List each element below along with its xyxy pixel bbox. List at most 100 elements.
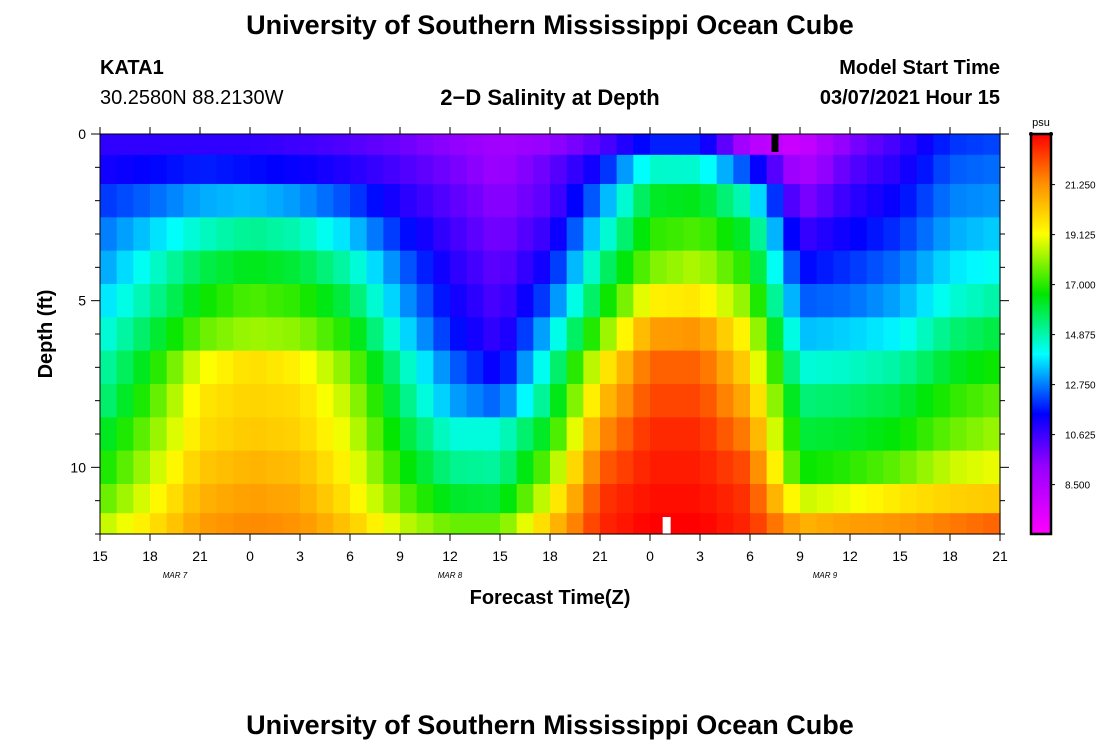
y-axis-label: Depth (ft) — [35, 290, 57, 379]
heatmap-cell — [166, 184, 184, 218]
heatmap-cell — [283, 350, 301, 385]
x-tick-label: 12 — [442, 548, 458, 564]
heatmap-cell — [583, 217, 601, 252]
heatmap-cell — [116, 250, 134, 285]
heatmap-cell — [166, 134, 184, 156]
heatmap-cell — [350, 134, 368, 156]
heatmap-cell — [400, 250, 418, 285]
heatmap-cell — [916, 450, 934, 485]
heatmap-cell — [633, 184, 651, 218]
heatmap-cell — [533, 134, 551, 156]
heatmap-cell — [166, 513, 184, 535]
heatmap-cell — [533, 417, 551, 452]
heatmap-cell — [900, 484, 918, 514]
heatmap-cell — [866, 154, 884, 185]
heatmap-cell — [200, 484, 218, 514]
y-tick-label: 5 — [78, 293, 86, 309]
heatmap-cell — [516, 154, 534, 185]
heatmap-cell — [400, 450, 418, 485]
heatmap-cell — [116, 184, 134, 218]
heatmap-cell — [983, 384, 1001, 418]
heatmap-cell — [883, 484, 901, 514]
heatmap-cell — [316, 184, 334, 218]
heatmap-cell — [416, 350, 434, 385]
heatmap-cell — [450, 134, 468, 156]
heatmap-cell — [216, 217, 234, 252]
heatmap-cell — [483, 154, 501, 185]
heatmap-cell — [550, 217, 568, 252]
heatmap-cell — [200, 450, 218, 485]
heatmap-cell — [650, 484, 668, 514]
heatmap-cell — [300, 417, 318, 452]
heatmap-cell — [916, 250, 934, 285]
heatmap-cells — [100, 134, 1001, 535]
heatmap-cell — [516, 217, 534, 252]
heatmap-cell — [116, 350, 134, 385]
heatmap-cell — [733, 250, 751, 285]
heatmap-cell — [116, 134, 134, 156]
heatmap-cell — [666, 134, 684, 156]
heatmap-cell — [833, 350, 851, 385]
heatmap-cell — [550, 184, 568, 218]
heatmap-cell — [650, 384, 668, 418]
heatmap-cell — [850, 484, 868, 514]
heatmap-cell — [350, 154, 368, 185]
heatmap-cell — [833, 184, 851, 218]
heatmap-cell — [833, 513, 851, 535]
heatmap-cell — [550, 450, 568, 485]
heatmap-cell — [716, 350, 734, 385]
heatmap-cell — [416, 484, 434, 514]
x-tick-label: 15 — [892, 548, 908, 564]
heatmap-cell — [683, 317, 701, 352]
heatmap-cell — [133, 484, 151, 514]
heatmap-cell — [983, 284, 1001, 318]
heatmap-cell — [766, 317, 784, 352]
heatmap-cell — [916, 217, 934, 252]
heatmap-cell — [250, 134, 268, 156]
heatmap-cell — [133, 417, 151, 452]
heatmap-cell — [766, 450, 784, 485]
heatmap-cell — [450, 317, 468, 352]
heatmap-cell — [583, 184, 601, 218]
heatmap-cell — [416, 513, 434, 535]
heatmap-cell — [550, 384, 568, 418]
heatmap-cell — [416, 154, 434, 185]
heatmap-cell — [133, 184, 151, 218]
heatmap-cell — [166, 384, 184, 418]
heatmap-cell — [116, 317, 134, 352]
heatmap-cell — [750, 350, 768, 385]
heatmap-cell — [983, 184, 1001, 218]
heatmap-cell — [233, 513, 251, 535]
heatmap-cell — [416, 450, 434, 485]
heatmap-cell — [883, 417, 901, 452]
heatmap-cell — [316, 317, 334, 352]
heatmap-cell — [350, 484, 368, 514]
heatmap-cell — [966, 284, 984, 318]
heatmap-cell — [600, 217, 618, 252]
heatmap-cell — [833, 317, 851, 352]
heatmap-cell — [416, 384, 434, 418]
heatmap-cell — [583, 154, 601, 185]
heatmap-cell — [883, 154, 901, 185]
x-tick-label: 15 — [492, 548, 508, 564]
heatmap-cell — [733, 484, 751, 514]
heatmap-cell — [183, 250, 201, 285]
heatmap-cell — [216, 484, 234, 514]
heatmap-cell — [933, 154, 951, 185]
heatmap-cell — [150, 450, 168, 485]
heatmap-cell — [950, 450, 968, 485]
heatmap-cell — [250, 154, 268, 185]
heatmap-cell — [916, 134, 934, 156]
colorbar-tick-label: 19.125 — [1065, 231, 1096, 242]
heatmap-cell — [366, 134, 384, 156]
heatmap-cell — [183, 513, 201, 535]
heatmap-cell — [450, 417, 468, 452]
heatmap-cell — [733, 417, 751, 452]
heatmap-cell — [600, 484, 618, 514]
heatmap-cell — [900, 513, 918, 535]
heatmap-cell — [283, 154, 301, 185]
heatmap-cell — [433, 350, 451, 385]
colorbar-tick-label: 14.875 — [1065, 331, 1096, 342]
heatmap-cell — [433, 317, 451, 352]
heatmap-cell — [683, 513, 701, 535]
